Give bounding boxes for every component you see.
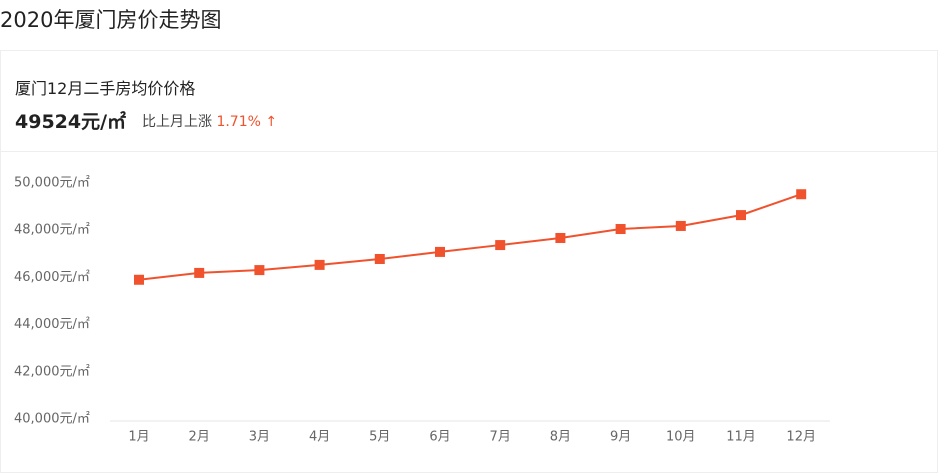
card-subtitle: 厦门12月二手房均价价格: [15, 79, 196, 98]
change: 比上月上涨 1.71% ↑: [142, 111, 277, 131]
x-tick-label: 2月: [189, 430, 210, 445]
point: [555, 232, 566, 243]
point: [314, 259, 325, 270]
change-arrow: ↑: [265, 114, 278, 130]
y-tick-label: 44,000元/㎡: [14, 317, 90, 332]
point: [254, 265, 265, 276]
line: [138, 193, 802, 281]
y-tick-label: 40,000元/㎡: [14, 412, 90, 427]
x-tick-label: 11月: [726, 430, 756, 445]
x-tick-label: 6月: [429, 430, 450, 445]
y-tick-label: 50,000元/㎡: [14, 176, 90, 191]
point: [374, 253, 385, 264]
x-tick-label: 5月: [369, 430, 390, 445]
x-tick-label: 4月: [309, 430, 330, 445]
price: 49524元/㎡: [15, 111, 127, 133]
x-tick-label: 3月: [249, 430, 270, 445]
x-tick-label: 10月: [666, 430, 696, 445]
point: [675, 220, 686, 231]
y-tick-label: 46,000元/㎡: [14, 270, 90, 285]
point: [134, 274, 144, 285]
change-text: 比上月上涨: [142, 114, 212, 130]
point: [194, 267, 205, 278]
x-tick-label: 12月: [786, 430, 816, 445]
divider: [1, 151, 937, 152]
y-tick-label: 42,000元/㎡: [14, 364, 90, 379]
point: [495, 240, 506, 251]
x-tick-label: 7月: [490, 430, 511, 445]
change-value: 1.71%: [216, 114, 261, 130]
page-title: 2020年厦门房价走势图: [0, 8, 222, 32]
x-tick-label: 1月: [128, 430, 149, 445]
point: [736, 210, 746, 221]
x-tick-label: 9月: [610, 430, 631, 445]
point: [615, 224, 626, 235]
point: [796, 189, 807, 200]
point: [435, 246, 445, 257]
x-tick-label: 8月: [550, 430, 571, 445]
y-tick-label: 48,000元/㎡: [14, 223, 90, 238]
